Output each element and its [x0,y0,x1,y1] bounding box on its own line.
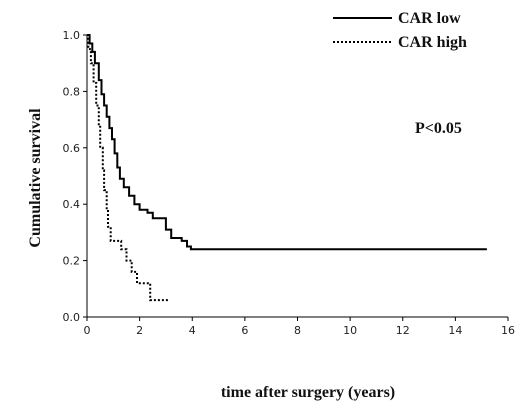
y-tick-label: 1.0 [63,29,81,42]
x-axis-title: time after surgery (years) [221,384,395,401]
y-tick-label: 0.6 [63,142,81,155]
x-tick-label: 16 [501,324,515,337]
x-tick-label: 4 [189,324,196,337]
legend-label-car-high: CAR high [398,34,467,51]
legend-label-car-low: CAR low [398,10,461,27]
x-tick-label: 0 [84,324,91,337]
axes [86,35,508,318]
y-axis-title: Cumulative survival [27,108,44,248]
x-tick-label: 6 [241,324,248,337]
x-tick-label: 8 [294,324,301,337]
series-layer [87,34,487,302]
x-tick-label: 2 [136,324,143,337]
y-tick-label: 0.4 [63,198,81,211]
p-value-annotation: P<0.05 [415,120,462,137]
x-tick-label: 14 [448,324,462,337]
y-tick-label: 0.8 [63,85,81,98]
series-line-car-high [87,34,169,302]
x-tick-label: 12 [396,324,410,337]
series-line-car-low [87,34,487,251]
y-tick-label: 0.0 [63,311,81,324]
y-tick-label: 0.2 [63,255,81,268]
legend: CAR low CAR high [333,10,467,51]
x-tick-label: 10 [343,324,357,337]
ticks: 0 2 4 6 8 10 12 14 16 0.0 0.2 0.4 0.6 0.8 1.0 [63,29,516,337]
